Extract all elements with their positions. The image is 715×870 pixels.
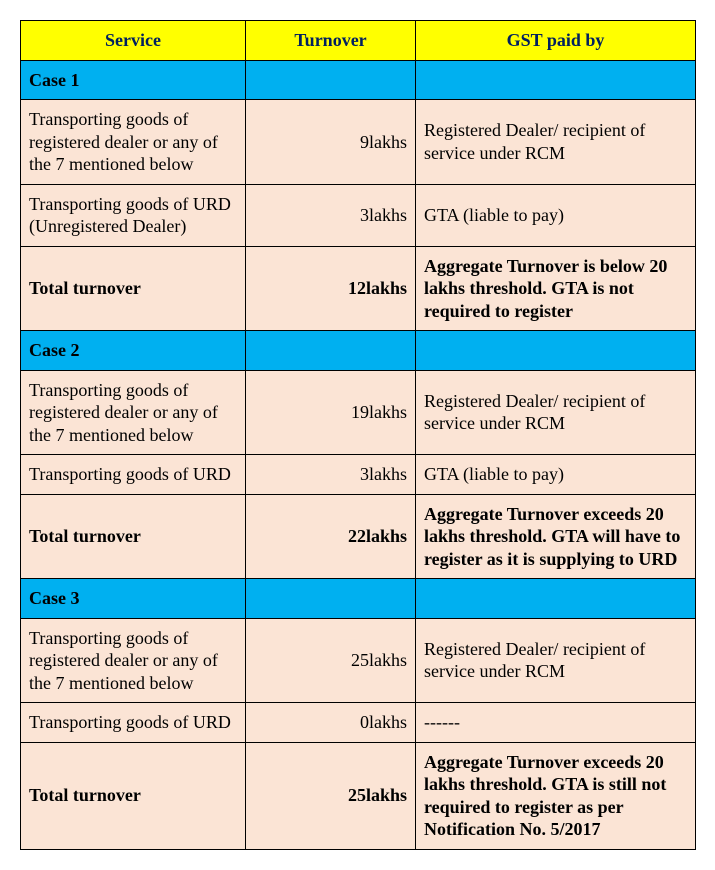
table-row: Transporting goods of URD (Unregistered …	[21, 184, 696, 246]
case-empty-cell	[416, 60, 696, 100]
table-header-row: Service Turnover GST paid by	[21, 21, 696, 61]
case-empty-cell	[416, 331, 696, 371]
cell-gst: GTA (liable to pay)	[416, 184, 696, 246]
cell-total-gst: Aggregate Turnover is below 20 lakhs thr…	[416, 246, 696, 331]
cell-gst: Registered Dealer/ recipient of service …	[416, 370, 696, 455]
total-row: Total turnover22lakhsAggregate Turnover …	[21, 494, 696, 579]
cell-service: Transporting goods of URD (Unregistered …	[21, 184, 246, 246]
cell-turnover: 0lakhs	[246, 703, 416, 743]
cell-turnover: 25lakhs	[246, 618, 416, 703]
case-empty-cell	[416, 579, 696, 619]
table-row: Transporting goods of registered dealer …	[21, 618, 696, 703]
cell-turnover: 19lakhs	[246, 370, 416, 455]
cell-turnover: 3lakhs	[246, 455, 416, 495]
cell-gst: GTA (liable to pay)	[416, 455, 696, 495]
cell-total-label: Total turnover	[21, 494, 246, 579]
cell-total-turnover: 12lakhs	[246, 246, 416, 331]
cell-service: Transporting goods of registered dealer …	[21, 370, 246, 455]
cell-total-label: Total turnover	[21, 246, 246, 331]
cell-service: Transporting goods of URD	[21, 455, 246, 495]
case-label-row: Case 3	[21, 579, 696, 619]
case-empty-cell	[246, 60, 416, 100]
cell-total-gst: Aggregate Turnover exceeds 20 lakhs thre…	[416, 742, 696, 849]
cell-total-label: Total turnover	[21, 742, 246, 849]
gst-cases-table: Service Turnover GST paid by Case 1Trans…	[20, 20, 696, 850]
cell-service: Transporting goods of registered dealer …	[21, 100, 246, 185]
cell-total-turnover: 22lakhs	[246, 494, 416, 579]
case-label: Case 3	[21, 579, 246, 619]
case-label: Case 1	[21, 60, 246, 100]
total-row: Total turnover12lakhsAggregate Turnover …	[21, 246, 696, 331]
case-empty-cell	[246, 331, 416, 371]
case-label-row: Case 2	[21, 331, 696, 371]
cell-turnover: 3lakhs	[246, 184, 416, 246]
col-header-turnover: Turnover	[246, 21, 416, 61]
cell-total-gst: Aggregate Turnover exceeds 20 lakhs thre…	[416, 494, 696, 579]
col-header-service: Service	[21, 21, 246, 61]
cell-turnover: 9lakhs	[246, 100, 416, 185]
table-body: Case 1Transporting goods of registered d…	[21, 60, 696, 849]
cell-gst: Registered Dealer/ recipient of service …	[416, 100, 696, 185]
total-row: Total turnover25lakhsAggregate Turnover …	[21, 742, 696, 849]
col-header-gst: GST paid by	[416, 21, 696, 61]
cell-gst: Registered Dealer/ recipient of service …	[416, 618, 696, 703]
case-empty-cell	[246, 579, 416, 619]
case-label: Case 2	[21, 331, 246, 371]
case-label-row: Case 1	[21, 60, 696, 100]
table-row: Transporting goods of registered dealer …	[21, 100, 696, 185]
table-row: Transporting goods of registered dealer …	[21, 370, 696, 455]
table-row: Transporting goods of URD3lakhsGTA (liab…	[21, 455, 696, 495]
cell-service: Transporting goods of URD	[21, 703, 246, 743]
table-row: Transporting goods of URD0lakhs------	[21, 703, 696, 743]
cell-service: Transporting goods of registered dealer …	[21, 618, 246, 703]
cell-gst: ------	[416, 703, 696, 743]
cell-total-turnover: 25lakhs	[246, 742, 416, 849]
